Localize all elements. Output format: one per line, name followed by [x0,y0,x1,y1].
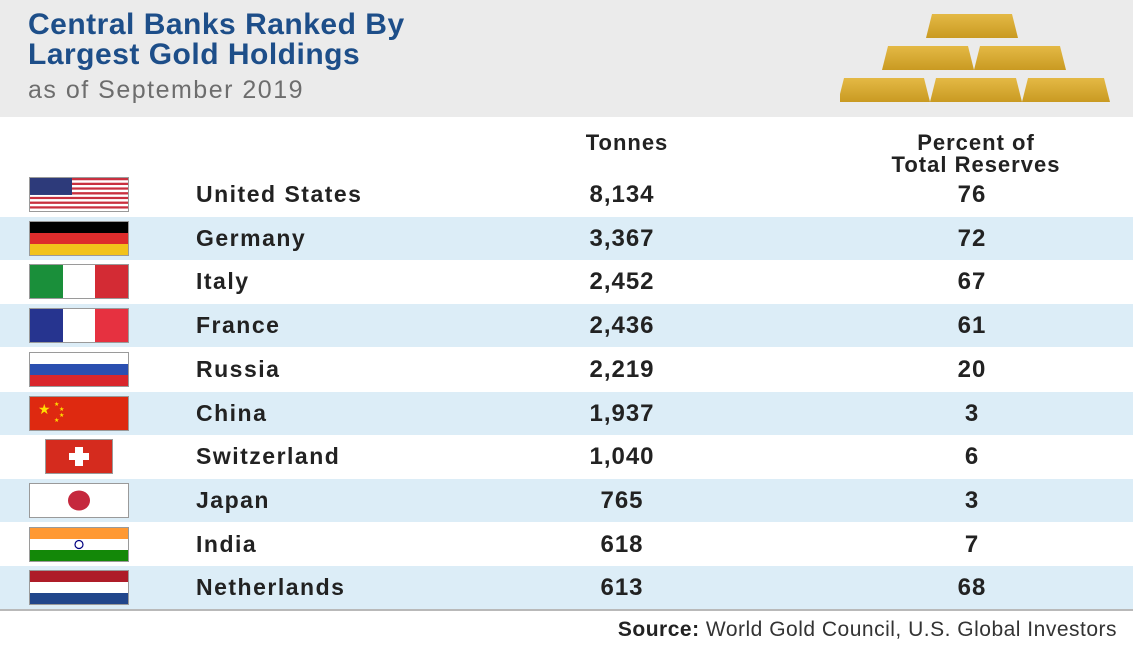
germany-flag-icon [29,220,129,256]
svg-text:★: ★ [59,406,64,413]
table-row: Italy 2,452 67 [0,260,1133,303]
tonnes-value: 613 [600,574,644,602]
country-name: Italy [196,268,250,295]
percent-value: 3 [964,399,980,427]
tonnes-value: 2,436 [589,312,655,340]
china-flag-icon: ★ ★ ★ ★ ★ [29,395,129,431]
netherlands-flag-icon [29,570,129,606]
tonnes-value: 8,134 [589,181,655,208]
russia-flag-icon [29,351,129,387]
percent-value: 67 [957,268,987,296]
percent-value: 72 [957,224,987,252]
country-name: Japan [196,486,270,513]
svg-text:★: ★ [38,402,51,418]
svg-text:★: ★ [54,417,59,424]
chart-title: Central Banks Ranked By Largest Gold Hol… [28,10,405,70]
table-row: Germany 3,367 72 [0,216,1133,260]
title-line-1: Central Banks Ranked By [28,8,405,41]
table-row: France 2,436 61 [0,304,1133,348]
svg-text:★: ★ [54,401,59,408]
source-label: Source: [617,618,700,641]
percent-value: 6 [964,443,980,471]
tonnes-value: 1,937 [589,399,655,427]
percent-value: 20 [957,355,987,383]
gold-bars-icon [840,14,1110,102]
tonnes-value: 3,367 [589,224,655,252]
tonnes-value: 765 [600,486,644,514]
tonnes-value: 2,452 [589,268,655,296]
country-name: China [196,399,268,426]
column-header-percent-line-1: Percent of [917,130,1035,155]
country-name: Russia [196,355,281,382]
svg-text:★: ★ [59,412,64,419]
chart-subtitle: as of September 2019 [28,76,304,104]
france-flag-icon [29,308,129,344]
header: Central Banks Ranked By Largest Gold Hol… [0,0,1133,117]
us-flag-icon [29,177,129,212]
india-flag-icon [29,526,129,562]
switzerland-flag-icon [45,439,113,475]
column-header-percent: Percent of Total Reserves [840,132,1112,176]
percent-value: 76 [957,181,987,208]
table-row: Russia 2,219 20 [0,348,1133,391]
table-row: Netherlands 613 68 [0,566,1133,610]
tonnes-value: 1,040 [589,443,655,471]
country-name: Switzerland [196,443,341,470]
tonnes-value: 2,219 [589,355,655,383]
country-name: Netherlands [196,574,346,601]
percent-value: 61 [957,312,987,340]
table-row: Japan 765 3 [0,478,1133,522]
tonnes-value: 618 [600,530,644,558]
country-name: Germany [196,224,307,251]
footer-divider [0,609,1133,611]
table-row: ★ ★ ★ ★ ★ China 1,937 3 [0,391,1133,435]
table-row: United States 8,134 76 [0,173,1133,216]
country-name: India [196,530,258,557]
column-header-tonnes: Tonnes [585,130,669,155]
title-line-2: Largest Gold Holdings [28,38,361,71]
column-header-percent-line-2: Total Reserves [891,152,1061,177]
source-note: Source: World Gold Council, U.S. Global … [618,618,1117,642]
country-name: France [196,312,281,339]
table-row: India 618 7 [0,523,1133,566]
italy-flag-icon [29,264,129,300]
japan-flag-icon [29,482,129,518]
table-row: Switzerland 1,040 6 [0,435,1133,478]
percent-value: 3 [964,486,980,514]
source-text: World Gold Council, U.S. Global Investor… [699,618,1117,641]
percent-value: 7 [964,530,980,558]
percent-value: 68 [957,574,987,602]
country-name: United States [196,181,363,207]
